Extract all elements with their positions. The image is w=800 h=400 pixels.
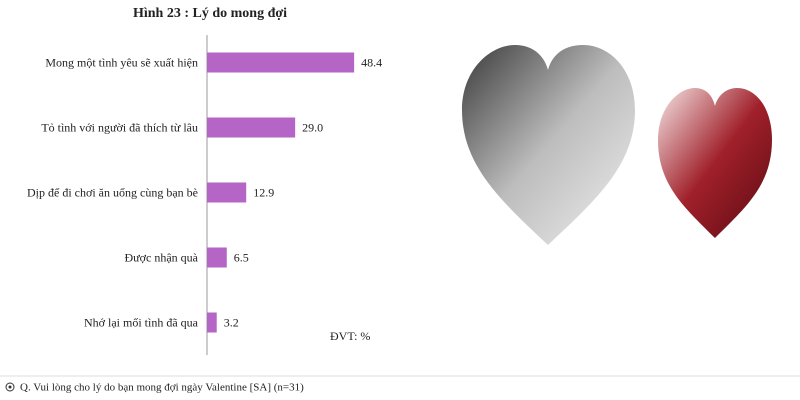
- category-label: Được nhận quà: [124, 250, 199, 264]
- bar: [207, 247, 227, 268]
- value-label: 29.0: [302, 120, 323, 134]
- bar: [207, 117, 296, 138]
- footnote: Q. Vui lòng cho lý do bạn mong đợi ngày …: [20, 382, 304, 394]
- bar: [207, 52, 355, 73]
- value-label: 3.2: [224, 315, 239, 329]
- category-label: Nhớ lại mối tình đã qua: [84, 315, 198, 329]
- value-label: 6.5: [234, 250, 249, 264]
- bar: [207, 312, 217, 333]
- bullet-icon: [8, 385, 12, 389]
- value-label: 12.9: [253, 185, 274, 199]
- bar: [207, 182, 247, 203]
- heart-photo: [658, 88, 772, 238]
- category-label: Mong một tình yêu sẽ xuất hiện: [45, 55, 198, 69]
- bullet-icon: [5, 382, 15, 392]
- unit-note: ĐVT: %: [330, 329, 370, 343]
- chart-title: Hình 23 : Lý do mong đợi: [133, 6, 287, 21]
- heart-photo: [462, 45, 635, 245]
- category-label: Tỏ tình với người đã thích từ lâu: [41, 120, 198, 134]
- value-label: 48.4: [361, 55, 382, 69]
- category-label: Dịp để đi chơi ăn uống cùng bạn bè: [27, 185, 198, 199]
